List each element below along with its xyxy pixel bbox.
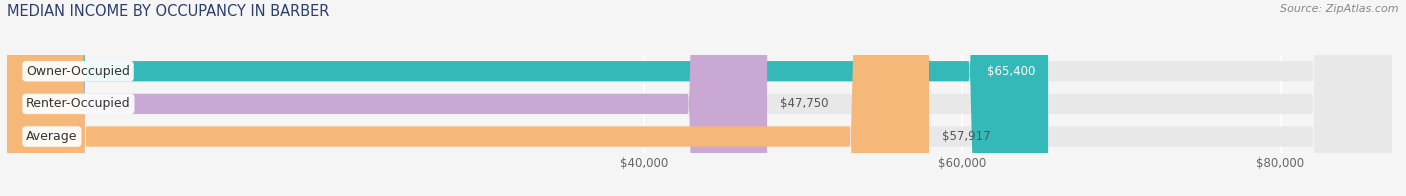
FancyBboxPatch shape — [7, 0, 1392, 196]
FancyBboxPatch shape — [7, 0, 929, 196]
FancyBboxPatch shape — [7, 0, 1047, 196]
Text: MEDIAN INCOME BY OCCUPANCY IN BARBER: MEDIAN INCOME BY OCCUPANCY IN BARBER — [7, 4, 329, 19]
FancyBboxPatch shape — [7, 0, 768, 196]
FancyBboxPatch shape — [7, 0, 1392, 196]
Text: $65,400: $65,400 — [987, 65, 1035, 78]
Text: Renter-Occupied: Renter-Occupied — [27, 97, 131, 110]
Text: Average: Average — [27, 130, 77, 143]
Text: $57,917: $57,917 — [942, 130, 990, 143]
FancyBboxPatch shape — [7, 0, 1392, 196]
Text: Owner-Occupied: Owner-Occupied — [27, 65, 129, 78]
Text: $47,750: $47,750 — [780, 97, 828, 110]
Text: Source: ZipAtlas.com: Source: ZipAtlas.com — [1281, 4, 1399, 14]
